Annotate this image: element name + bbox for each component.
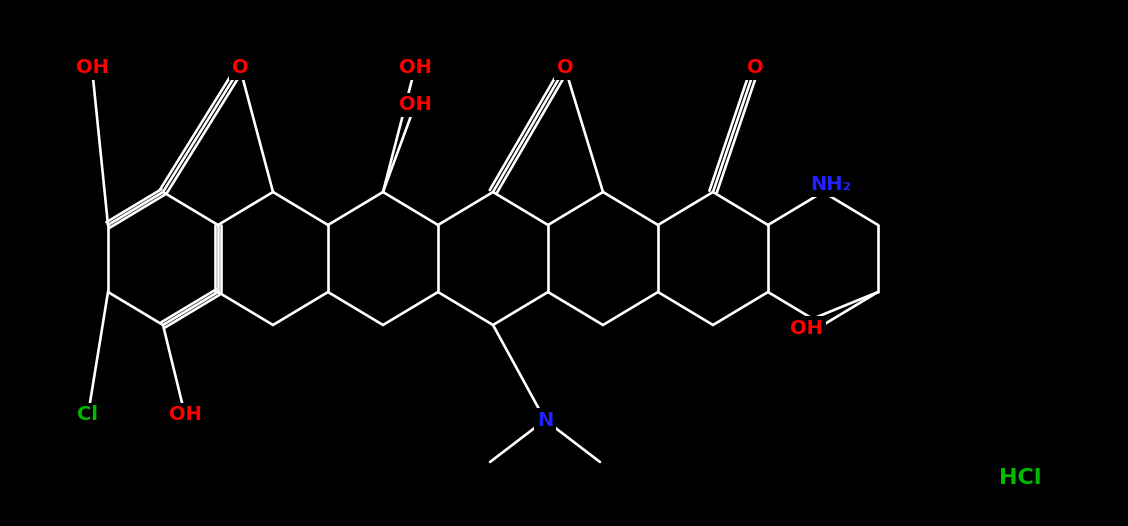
Text: O: O: [231, 58, 248, 77]
Text: OH: OH: [76, 58, 108, 77]
Text: O: O: [747, 58, 764, 77]
Text: OH: OH: [790, 319, 822, 338]
Text: Cl: Cl: [78, 406, 98, 424]
Text: HCl: HCl: [998, 468, 1041, 488]
Text: OH: OH: [398, 58, 431, 77]
Text: OH: OH: [398, 96, 431, 115]
Text: NH₂: NH₂: [810, 176, 851, 195]
Text: O: O: [557, 58, 573, 77]
Text: N: N: [537, 410, 553, 430]
Text: OH: OH: [168, 406, 202, 424]
